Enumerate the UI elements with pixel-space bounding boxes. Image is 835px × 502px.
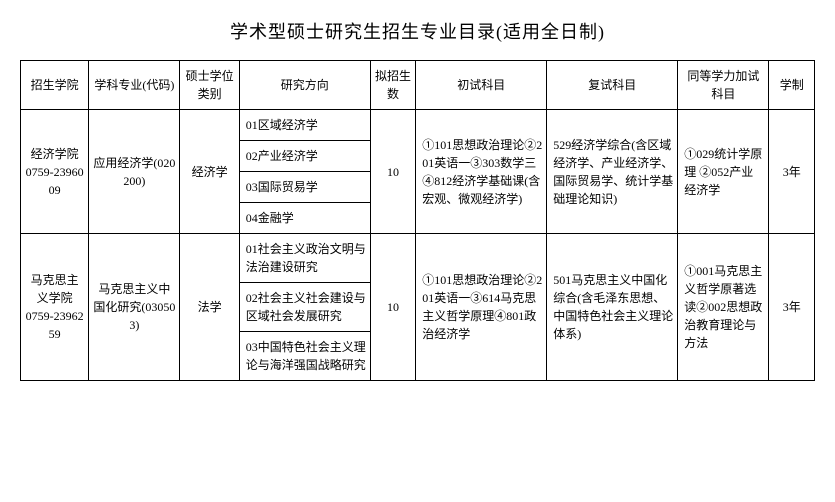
header-degree: 硕士学位类别 [180,61,239,110]
table-row: 马克思主义学院 0759-2396259马克思主义中国化研究(030503)法学… [21,234,815,283]
table-header-row: 招生学院 学科专业(代码) 硕士学位类别 研究方向 拟招生数 初试科目 复试科目… [21,61,815,110]
cell-equiv: ①029统计学原理 ②052产业经济学 [678,110,769,234]
admissions-table: 招生学院 学科专业(代码) 硕士学位类别 研究方向 拟招生数 初试科目 复试科目… [20,60,815,381]
cell-direction: 03中国特色社会主义理论与海洋强国战略研究 [239,332,370,381]
header-quota: 拟招生数 [370,61,416,110]
cell-direction: 01区域经济学 [239,110,370,141]
table-body: 经济学院 0759-2396009应用经济学(020200)经济学01区域经济学… [21,110,815,381]
cell-retest: 501马克思主义中国化综合(含毛泽东思想、中国特色社会主义理论体系) [547,234,678,381]
cell-equiv: ①001马克思主义哲学原著选读②002思想政治教育理论与方法 [678,234,769,381]
cell-direction: 01社会主义政治文明与法治建设研究 [239,234,370,283]
cell-degree: 法学 [180,234,239,381]
cell-college: 马克思主义学院 0759-2396259 [21,234,89,381]
cell-direction: 03国际贸易学 [239,172,370,203]
table-row: 经济学院 0759-2396009应用经济学(020200)经济学01区域经济学… [21,110,815,141]
cell-direction: 02产业经济学 [239,141,370,172]
header-equiv: 同等学力加试科目 [678,61,769,110]
cell-degree: 经济学 [180,110,239,234]
cell-prelim: ①101思想政治理论②201英语一③303数学三④812经济学基础课(含宏观、微… [416,110,547,234]
cell-major: 应用经济学(020200) [89,110,180,234]
header-major: 学科专业(代码) [89,61,180,110]
header-prelim: 初试科目 [416,61,547,110]
header-duration: 学制 [769,61,815,110]
cell-retest: 529经济学综合(含区域经济学、产业经济学、国际贸易学、统计学基础理论知识) [547,110,678,234]
cell-direction: 04金融学 [239,203,370,234]
cell-duration: 3年 [769,234,815,381]
cell-quota: 10 [370,234,416,381]
header-retest: 复试科目 [547,61,678,110]
cell-prelim: ①101思想政治理论②201英语一③614马克思主义哲学原理④801政治经济学 [416,234,547,381]
cell-college: 经济学院 0759-2396009 [21,110,89,234]
page-title: 学术型硕士研究生招生专业目录(适用全日制) [20,18,815,44]
header-college: 招生学院 [21,61,89,110]
cell-quota: 10 [370,110,416,234]
cell-direction: 02社会主义社会建设与区域社会发展研究 [239,283,370,332]
cell-major: 马克思主义中国化研究(030503) [89,234,180,381]
header-direction: 研究方向 [239,61,370,110]
cell-duration: 3年 [769,110,815,234]
